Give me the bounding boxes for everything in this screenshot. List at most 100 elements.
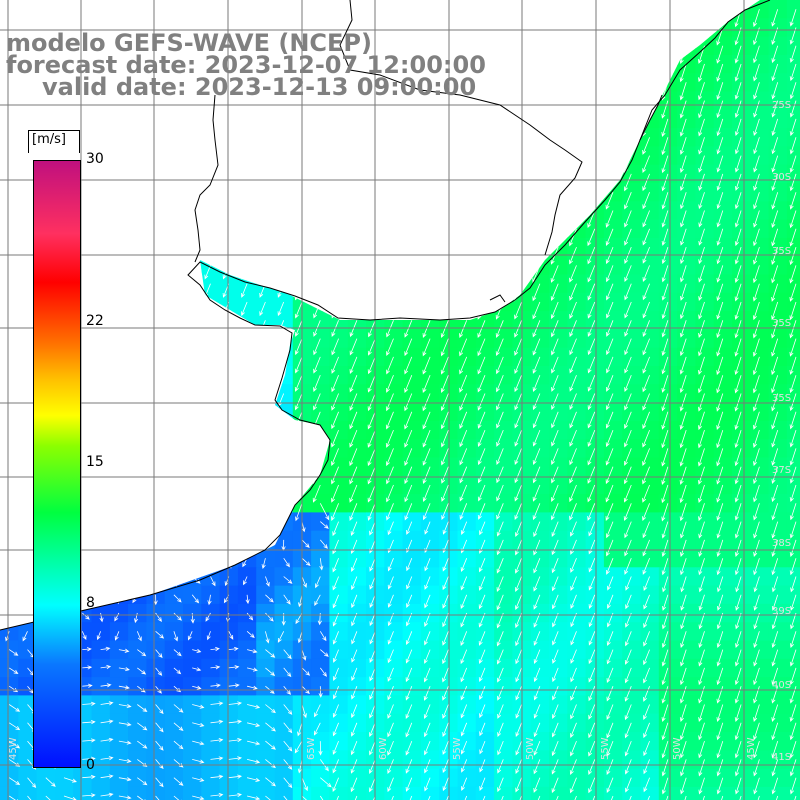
wind-arrow bbox=[752, 320, 760, 339]
wind-speed-cell bbox=[677, 274, 696, 294]
wind-arrow bbox=[605, 448, 614, 466]
wind-arrow bbox=[642, 155, 650, 173]
wind-arrow bbox=[623, 466, 632, 485]
wind-arrow bbox=[228, 665, 240, 670]
wind-arrow bbox=[587, 356, 596, 374]
wind-arrow bbox=[716, 137, 724, 155]
wind-arrow bbox=[716, 375, 724, 394]
wind-arrow bbox=[8, 722, 21, 731]
wind-arrow bbox=[771, 649, 779, 667]
wind-speed-cell bbox=[750, 713, 770, 733]
wind-arrow bbox=[297, 631, 303, 644]
wind-arrow bbox=[642, 448, 650, 467]
wind-arrow bbox=[606, 649, 614, 665]
wind-speed-cell bbox=[750, 439, 770, 459]
wind-speed-cell bbox=[603, 439, 623, 459]
wind-arrow bbox=[283, 777, 293, 789]
wind-arrow bbox=[753, 228, 760, 247]
wind-arrow bbox=[459, 448, 468, 466]
wind-speed-cell bbox=[622, 640, 642, 660]
wind-arrow bbox=[386, 356, 394, 375]
wind-arrow bbox=[405, 631, 413, 646]
wind-arrow bbox=[496, 484, 504, 502]
wind-speed-cell bbox=[750, 366, 770, 385]
wind-arrow bbox=[624, 375, 632, 393]
wind-arrow bbox=[294, 375, 303, 392]
wind-arrow bbox=[210, 738, 224, 743]
wind-arrow bbox=[228, 792, 243, 798]
wind-arrow bbox=[698, 338, 705, 357]
wind-arrow bbox=[551, 594, 559, 610]
wind-speed-cell bbox=[640, 494, 660, 513]
wind-arrow bbox=[440, 375, 449, 393]
wind-arrow bbox=[406, 558, 413, 572]
wind-arrow bbox=[698, 375, 705, 394]
wind-arrow bbox=[319, 631, 327, 642]
wind-arrow bbox=[735, 612, 742, 630]
wind-arrow bbox=[643, 704, 650, 721]
wind-arrow bbox=[661, 740, 669, 759]
wind-arrow bbox=[643, 759, 650, 775]
wind-arrow bbox=[698, 173, 705, 191]
wind-speed-cell bbox=[658, 366, 678, 385]
wind-arrow bbox=[771, 210, 779, 228]
wind-arrow bbox=[210, 792, 224, 798]
wind-arrow bbox=[734, 100, 742, 118]
wind-arrow bbox=[477, 411, 486, 429]
wind-arrow bbox=[661, 393, 669, 412]
wind-arrow bbox=[716, 228, 724, 246]
wind-speed-cell bbox=[658, 585, 678, 605]
wind-arrow bbox=[789, 448, 797, 466]
wind-arrow bbox=[753, 594, 760, 611]
wind-arrow bbox=[625, 594, 632, 610]
wind-speed-cell bbox=[768, 786, 788, 800]
wind-arrow bbox=[587, 228, 596, 247]
wind-arrow bbox=[624, 283, 632, 301]
wind-arrow bbox=[477, 448, 486, 466]
wind-arrow bbox=[679, 375, 687, 394]
wind-speed-cell bbox=[713, 475, 733, 495]
wind-speed-cell bbox=[640, 622, 660, 642]
wind-arrow bbox=[533, 576, 541, 592]
wind-speed-cell bbox=[677, 183, 696, 202]
wind-arrow bbox=[367, 448, 376, 467]
wind-arrow bbox=[771, 82, 779, 100]
wind-speed-cell bbox=[695, 439, 715, 459]
wind-arrow bbox=[698, 210, 705, 228]
wind-speed-cell bbox=[768, 420, 788, 440]
wind-arrow bbox=[680, 740, 687, 759]
wind-speed-cell bbox=[695, 54, 715, 74]
wind-arrow bbox=[331, 448, 339, 467]
wind-speed-cell bbox=[658, 274, 678, 294]
wind-arrow bbox=[406, 521, 413, 535]
wind-arrow bbox=[265, 594, 274, 603]
wind-speed-cell bbox=[237, 786, 257, 800]
wind-arrow bbox=[369, 667, 376, 682]
wind-arrow bbox=[734, 411, 742, 430]
wind-arrow bbox=[698, 539, 705, 557]
wind-arrow bbox=[642, 301, 650, 319]
wind-arrow bbox=[771, 246, 779, 265]
wind-arrow bbox=[551, 338, 559, 356]
wind-speed-cell bbox=[677, 603, 696, 623]
wind-speed-cell bbox=[732, 146, 751, 166]
wind-arrow bbox=[387, 521, 394, 536]
wind-arrow bbox=[698, 63, 705, 83]
wind-speed-cell bbox=[640, 750, 660, 770]
wind-arrow bbox=[661, 356, 669, 375]
wind-arrow bbox=[588, 576, 596, 591]
wind-arrow bbox=[624, 301, 632, 319]
wind-arrow bbox=[265, 667, 276, 676]
wind-arrow bbox=[587, 283, 596, 301]
wind-arrow bbox=[789, 704, 797, 722]
wind-arrow bbox=[460, 558, 468, 573]
wind-arrow bbox=[771, 356, 779, 376]
wind-arrow bbox=[479, 704, 486, 719]
wind-arrow bbox=[624, 740, 632, 757]
wind-speed-cell bbox=[695, 567, 715, 587]
wind-arrow bbox=[385, 429, 394, 448]
wind-arrow bbox=[350, 521, 358, 536]
wind-arrow bbox=[661, 137, 669, 156]
wind-speed-cell bbox=[750, 36, 770, 56]
